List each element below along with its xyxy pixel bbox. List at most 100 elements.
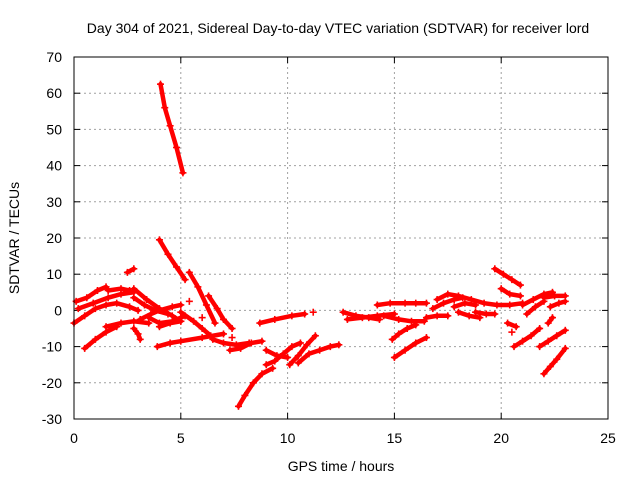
data-point	[303, 341, 311, 349]
data-point	[561, 297, 569, 305]
data-point	[177, 337, 185, 345]
data-point	[123, 268, 131, 276]
series-trace-arc-26	[287, 333, 318, 367]
data-point	[294, 359, 302, 367]
data-point	[401, 299, 409, 307]
data-point	[493, 301, 501, 309]
data-point	[540, 294, 548, 302]
x-tick-label: 10	[280, 430, 296, 446]
series-trace-arc-19	[206, 293, 235, 331]
data-point	[508, 276, 516, 284]
data-point	[213, 305, 221, 313]
series-trace-arc-4	[82, 324, 119, 351]
data-point	[241, 391, 249, 399]
data-point	[194, 283, 202, 291]
data-point	[91, 305, 99, 313]
data-point	[177, 301, 185, 309]
data-point	[519, 337, 527, 345]
data-point	[113, 299, 121, 307]
x-axis-label: GPS time / hours	[288, 458, 395, 474]
data-point	[153, 343, 161, 351]
data-point	[422, 314, 430, 322]
series-trace-arc-17	[187, 270, 218, 326]
data-point	[256, 319, 264, 327]
data-point	[198, 325, 206, 332]
data-point	[284, 353, 292, 361]
data-point	[269, 364, 277, 372]
data-point	[234, 402, 242, 410]
data-point	[271, 357, 279, 365]
data-point	[173, 144, 181, 151]
data-point	[136, 335, 144, 343]
data-point	[444, 312, 452, 320]
data-point	[288, 312, 296, 320]
series-trace-arc-32	[390, 322, 419, 342]
data-point	[177, 317, 185, 325]
data-point	[465, 312, 473, 320]
isolated-data-point	[309, 308, 317, 316]
data-point	[544, 319, 552, 327]
data-point	[553, 355, 561, 363]
data-point	[296, 339, 304, 347]
data-point	[491, 310, 499, 318]
y-tick-label: -20	[42, 375, 62, 391]
data-point	[89, 299, 97, 307]
data-point	[482, 310, 490, 318]
data-point	[161, 104, 169, 112]
data-point	[294, 352, 302, 360]
data-point	[444, 290, 452, 298]
series-trace-arc-44	[520, 290, 555, 308]
data-point	[311, 332, 319, 340]
data-point	[166, 122, 174, 130]
data-point	[145, 314, 153, 322]
data-point	[271, 315, 279, 323]
data-point	[422, 334, 430, 342]
data-point	[181, 276, 189, 284]
data-point	[529, 296, 537, 304]
y-tick-label: 10	[46, 266, 62, 282]
data-point	[164, 250, 172, 258]
y-tick-label: 40	[46, 158, 62, 174]
data-point	[134, 306, 142, 314]
data-point	[412, 321, 420, 329]
data-point	[422, 299, 430, 307]
data-point	[74, 305, 82, 313]
data-point	[480, 299, 488, 307]
data-point	[380, 312, 388, 320]
data-point	[472, 308, 480, 316]
data-point	[143, 296, 151, 304]
grid-lines	[74, 57, 608, 419]
data-point	[407, 317, 415, 325]
data-point	[548, 314, 556, 322]
y-tick-label: -30	[42, 411, 62, 427]
data-point	[531, 303, 539, 311]
data-point	[504, 319, 512, 327]
y-tick-label: -10	[42, 339, 62, 355]
series-trace-arc-20	[210, 337, 252, 348]
data-point	[91, 335, 99, 343]
data-point	[177, 308, 185, 316]
data-point	[130, 265, 138, 273]
data-point	[358, 314, 366, 322]
data-point	[202, 301, 210, 309]
x-tick-label: 5	[177, 430, 185, 446]
chart-title: Day 304 of 2021, Sidereal Day-to-day VTE…	[87, 20, 589, 36]
data-point	[288, 343, 296, 351]
data-point	[540, 370, 548, 378]
isolated-data-point	[508, 328, 516, 336]
data-point	[553, 332, 561, 340]
series-trace-arc-31	[381, 313, 427, 324]
series-trace-arc-40	[492, 266, 523, 288]
data-point	[117, 319, 125, 327]
data-point	[551, 292, 559, 300]
data-point	[506, 290, 514, 298]
data-point	[403, 325, 411, 332]
isolated-data-point	[185, 297, 193, 305]
data-point	[104, 294, 112, 302]
data-point	[316, 346, 324, 354]
x-tick-label: 20	[493, 430, 509, 446]
data-point	[179, 169, 187, 177]
plot-frame	[73, 56, 609, 420]
data-point	[555, 299, 563, 307]
